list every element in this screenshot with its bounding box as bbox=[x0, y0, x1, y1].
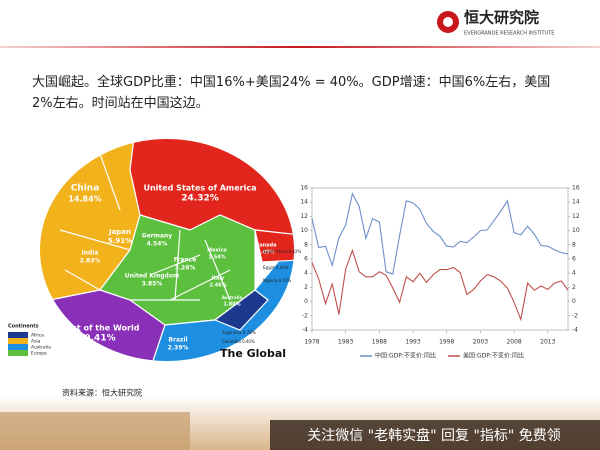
x-tick-label: 1978 bbox=[304, 339, 319, 346]
cell-canada bbox=[254, 229, 294, 263]
y-tick-label: 16 bbox=[300, 185, 308, 192]
y2-tick-label: 14 bbox=[572, 199, 580, 206]
legend-label: Africa bbox=[31, 333, 44, 339]
y-tick-label: 4 bbox=[304, 270, 308, 277]
cell-name: India bbox=[82, 250, 99, 257]
y2-tick-label: -4 bbox=[572, 327, 578, 334]
y2-tick-label: -2 bbox=[572, 312, 578, 319]
cell-name: Canada bbox=[256, 243, 277, 249]
legend-label: Asia bbox=[31, 339, 41, 345]
x-tick-label: 2003 bbox=[473, 339, 488, 346]
logo-text: 恒大研究院 bbox=[464, 9, 539, 27]
cell-share: 24.32% bbox=[181, 194, 219, 204]
x-tick-label: 1983 bbox=[338, 339, 353, 346]
cell-share: 3.85% bbox=[142, 281, 163, 288]
text-line: 2%左右。时间站在中国这边。 bbox=[32, 96, 209, 111]
cell-name: Mexico bbox=[207, 248, 227, 254]
x-tick-label: 1993 bbox=[405, 339, 420, 346]
y-tick-label: 10 bbox=[300, 227, 308, 234]
series-line bbox=[311, 192, 569, 275]
plot-frame bbox=[311, 187, 569, 331]
y-tick-label: 14 bbox=[300, 199, 308, 206]
legend-title: Continents bbox=[8, 324, 39, 330]
legend-label: 美国:GDP:不变价:同比 bbox=[463, 352, 524, 360]
logo-subtext: EVERGRANDE RESEARCH INSTITUTE bbox=[464, 31, 554, 37]
cell-name: United States of America bbox=[143, 184, 256, 193]
y-tick-label: -2 bbox=[302, 312, 308, 319]
callout: Nigeria 0.43% bbox=[263, 278, 291, 283]
cell-name: Australia bbox=[222, 295, 243, 300]
cell-name: Germany bbox=[142, 233, 173, 240]
header-rule bbox=[0, 46, 600, 48]
cell-share: 1.54% bbox=[208, 255, 225, 261]
x-tick-label: 2008 bbox=[506, 339, 521, 346]
cell-borders bbox=[59, 139, 231, 301]
y-tick-label: 0 bbox=[304, 298, 308, 305]
y2-tick-label: 0 bbox=[572, 298, 576, 305]
legend-swatch bbox=[8, 344, 28, 350]
y-tick-label: 2 bbox=[304, 284, 308, 291]
legend-swatch bbox=[8, 332, 28, 338]
cell-share: 2.83% bbox=[80, 258, 101, 265]
cell-name: China bbox=[71, 184, 100, 194]
y2-tick-label: 2 bbox=[572, 284, 576, 291]
x-tick-label: 1988 bbox=[372, 339, 387, 346]
cell-share: 2.09% bbox=[257, 250, 274, 256]
y-tick-label: -4 bbox=[302, 327, 308, 334]
cell-share: 1.80% bbox=[223, 302, 240, 308]
callout: Egypt 0.40% bbox=[263, 265, 289, 270]
cell-name: France bbox=[174, 257, 197, 264]
cell-share: 3.26% bbox=[175, 265, 196, 272]
footer-band bbox=[270, 420, 600, 450]
cell-share: 9.41% bbox=[84, 334, 115, 344]
banner-building bbox=[0, 412, 190, 450]
cell-name: Brazil bbox=[168, 337, 187, 344]
y-tick-label: 12 bbox=[300, 213, 308, 220]
footer-text: 关注微信 "老韩实盘" 回复 "指标" 免费领 bbox=[307, 427, 561, 444]
y2-tick-label: 16 bbox=[572, 185, 580, 192]
logo-mark bbox=[443, 17, 453, 27]
legend-label: 中国:GDP:不变价:同比 bbox=[375, 352, 436, 360]
callout: Colombia 0.40% bbox=[222, 339, 255, 344]
cell-share: 2.46% bbox=[209, 283, 226, 289]
y-tick-label: 8 bbox=[304, 241, 308, 248]
paragraph: 大国崛起。全球GDP比重：中国16%+美国24% = 40%。GDP增速：中国6… bbox=[32, 72, 572, 114]
source: 资料来源：恒大研究院 bbox=[62, 388, 142, 398]
cell-share: 4.54% bbox=[147, 241, 168, 248]
cell-share: 14.84% bbox=[68, 195, 101, 204]
cell-australia bbox=[213, 289, 269, 331]
legend-swatch bbox=[8, 338, 28, 344]
cell-name: Italy bbox=[212, 276, 225, 282]
y2-tick-label: 10 bbox=[572, 227, 580, 234]
cell-name: Japan bbox=[108, 228, 131, 236]
cell-share: 5.91% bbox=[108, 237, 132, 245]
cell-name: United Kingdom bbox=[125, 273, 179, 280]
caption: The Global bbox=[220, 347, 286, 360]
y-tick-label: 6 bbox=[304, 256, 308, 263]
y2-tick-label: 8 bbox=[572, 241, 576, 248]
y2-tick-label: 4 bbox=[572, 270, 576, 277]
x-tick-label: 2013 bbox=[540, 339, 555, 346]
cell-share: 2.39% bbox=[168, 345, 189, 352]
x-tick-label: 1998 bbox=[439, 339, 454, 346]
y2-tick-label: 12 bbox=[572, 213, 580, 220]
callout: South Africa 0.42% bbox=[263, 249, 301, 254]
legend-swatch bbox=[8, 350, 28, 356]
legend-label: Europe bbox=[31, 351, 47, 357]
text-line: 大国崛起。全球GDP比重：中国16%+美国24% = 40%。GDP增速：中国6… bbox=[32, 75, 551, 90]
cell-name: Rest of the World bbox=[61, 324, 140, 333]
y2-tick-label: 6 bbox=[572, 256, 576, 263]
callout: Argentina 0.78% bbox=[222, 330, 256, 335]
series-line bbox=[311, 248, 569, 322]
legend-label: Australia bbox=[31, 345, 51, 351]
